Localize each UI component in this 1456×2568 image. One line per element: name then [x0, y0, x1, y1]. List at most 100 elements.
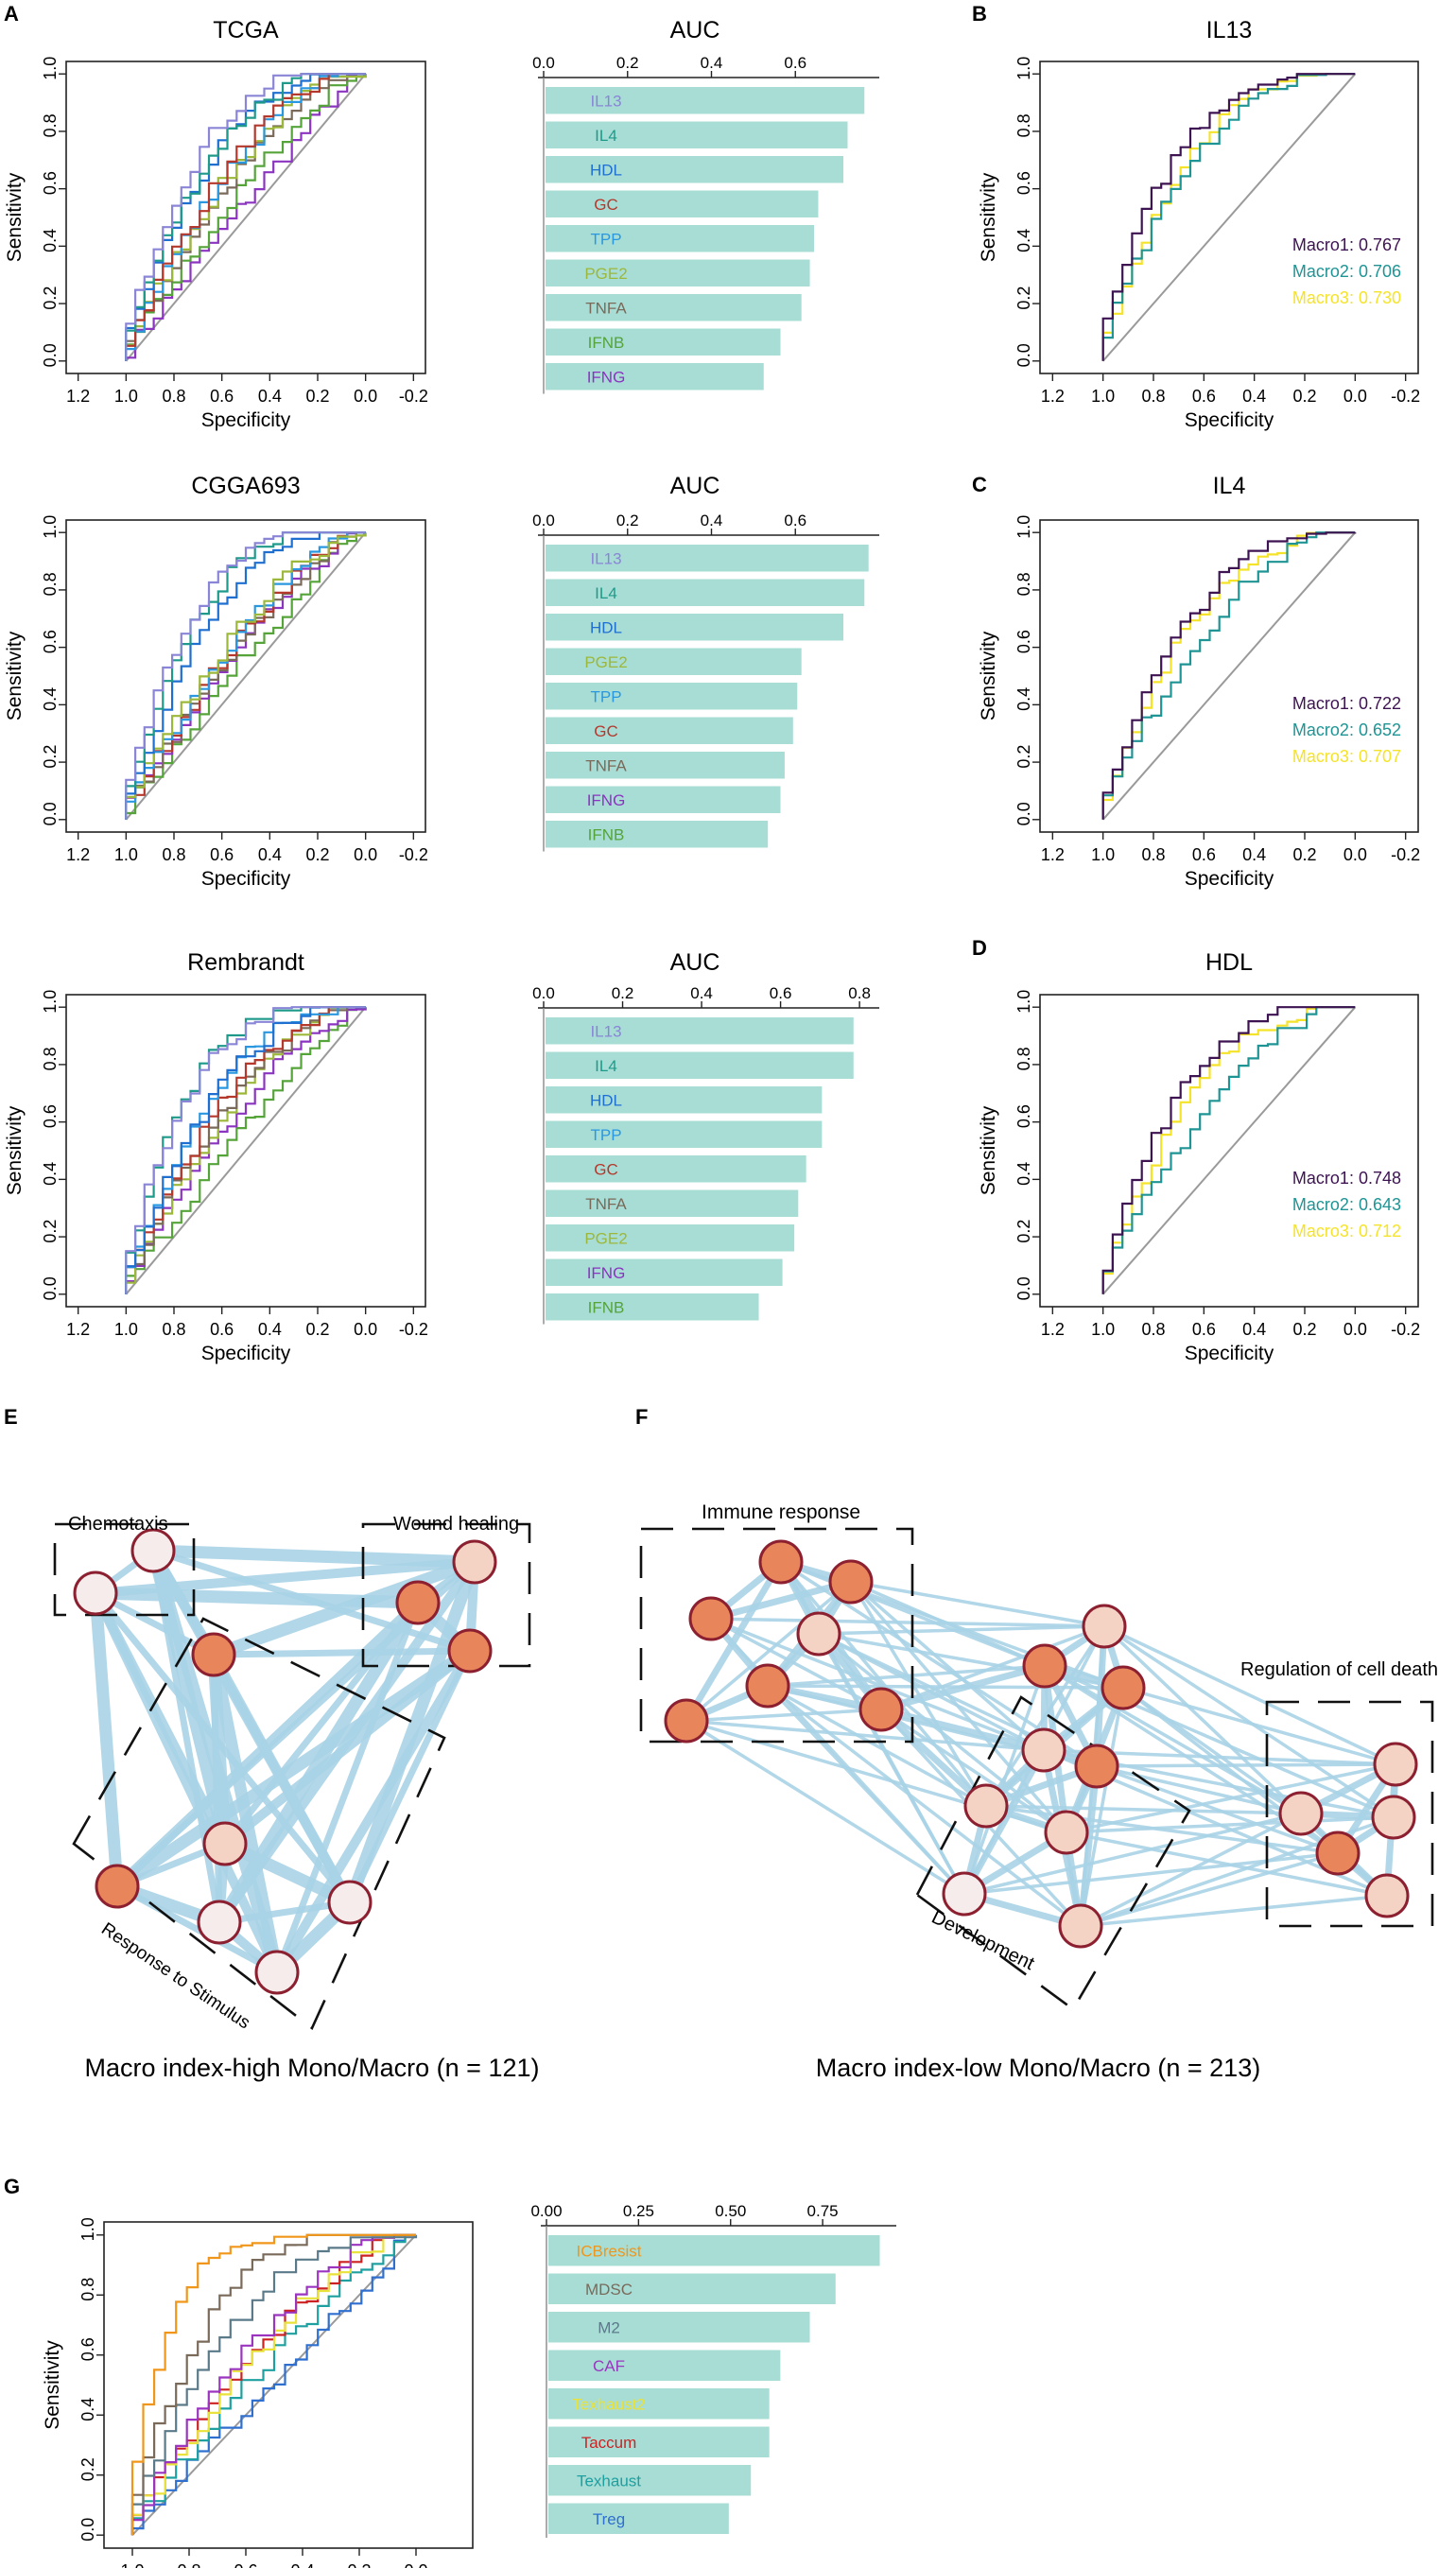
network-node: [963, 1783, 1009, 1829]
x-tick-label: 0.0: [354, 387, 377, 406]
roc-chart-hdl: 0.0 0.2 0.4 0.6 0.8 1.0 1.2 1.0 0.8 0.6 0.4 0.2 0.0 -…: [978, 949, 1420, 1364]
plot-frame: [103, 2221, 474, 2549]
cluster-label-immune-response: Immune response: [702, 1501, 860, 1523]
chart-title: CGGA693: [191, 473, 300, 499]
network-edge: [1102, 1624, 1397, 1766]
y-tick-label: 0.8: [1014, 113, 1033, 137]
auc-label-macro2: Macro2: 0.706: [1292, 262, 1401, 281]
network-f-nodes: [664, 1539, 1418, 1949]
x-axis-label: Specificity: [201, 868, 291, 890]
network-node: [1082, 1604, 1127, 1649]
network-f: Immune response Regulation of cell death…: [639, 1501, 1438, 2082]
bar-label-texhaust2: Texhaust2: [572, 2395, 646, 2413]
x-tick-label: 0.8: [1141, 845, 1165, 864]
network-edge: [984, 1804, 1303, 1815]
panel-letter-e: E: [4, 1405, 18, 1429]
bar-tnfa: [546, 1189, 799, 1217]
network-edge: [962, 1812, 1303, 1896]
bar-mdsc: [548, 2273, 836, 2304]
bar-icbresist: [548, 2235, 880, 2266]
bar-label-m2: M2: [598, 2318, 620, 2336]
roc-chart-il4: 0.0 0.2 0.4 0.6 0.8 1.0 1.2 1.0 0.8 0.6 0.4 0.2 0.0 -…: [978, 473, 1420, 890]
bar-ifnb: [546, 1293, 759, 1321]
network-edge: [709, 1617, 1106, 1628]
y-tick-label: 0.8: [41, 572, 60, 596]
x-tick-label: 0.8: [162, 387, 185, 406]
y-tick-label: 0.8: [41, 1047, 60, 1070]
x-tick-label: 0.0: [404, 2561, 427, 2568]
x-tick-label: 0.0: [354, 1320, 377, 1339]
network-node: [1074, 1744, 1119, 1789]
network-node: [1371, 1795, 1416, 1840]
bar-ifng: [546, 786, 781, 813]
bar-label-ifnb: IFNB: [588, 825, 625, 843]
bar-ifng: [546, 363, 764, 390]
network-edge: [877, 1706, 990, 1810]
network-node: [745, 1663, 790, 1709]
chart-title: TCGA: [213, 17, 279, 43]
bar-label-tpp: TPP: [590, 230, 621, 248]
y-axis-label: Sensitivity: [42, 2340, 63, 2430]
roc-line-tnfa: [125, 531, 366, 820]
x-tick-label: 1.2: [66, 387, 90, 406]
network-node: [688, 1596, 734, 1641]
roc-line-macro3: [1101, 1006, 1356, 1294]
y-tick-label: 0.8: [78, 2278, 97, 2301]
auc-label-macro3: Macro3: 0.730: [1292, 288, 1401, 307]
bar-ifnb: [546, 821, 769, 848]
bar-x-tick-label: 0.4: [701, 512, 723, 529]
y-tick-label: 0.6: [1014, 630, 1033, 653]
network-node: [1044, 1810, 1089, 1855]
auc-label-macro2: Macro2: 0.652: [1292, 720, 1401, 739]
x-tick-label: 1.0: [114, 845, 138, 864]
y-tick-label: 0.4: [41, 687, 60, 711]
network-node: [1373, 1742, 1418, 1787]
bar-x-tick-label: 0.6: [784, 54, 806, 72]
network-edge: [218, 1837, 356, 1909]
bar-label-il13: IL13: [590, 549, 621, 567]
bar-taccum: [548, 2426, 770, 2457]
network-edge: [1095, 1762, 1397, 1768]
roc-line-macro1: [1101, 1006, 1356, 1294]
y-tick-label: 0.6: [41, 630, 60, 653]
bar-x-tick-label: 0.6: [770, 984, 792, 1002]
network-edge: [683, 1558, 785, 1725]
x-tick-label: 1.2: [66, 1320, 90, 1339]
bar-x-tick-label: 0.2: [616, 512, 639, 529]
roc-line-hdl: [125, 531, 366, 820]
x-tick-label: 0.4: [258, 1320, 282, 1339]
bar-x-tick-label: 0.0: [532, 984, 555, 1002]
network-edge: [766, 1684, 966, 1896]
x-axis-label: Specificity: [1185, 868, 1274, 890]
reference-diagonal: [1101, 1006, 1357, 1295]
y-tick-label: 1.0: [1014, 515, 1033, 539]
bar-texhaust2: [548, 2388, 770, 2420]
bar-x-tick-label: 0.4: [690, 984, 713, 1002]
x-tick-label: 0.2: [305, 845, 329, 864]
auc-label-macro1: Macro1: 0.748: [1292, 1169, 1401, 1188]
x-axis-label: Specificity: [1185, 409, 1274, 431]
auc-label-macro1: Macro1: 0.722: [1292, 694, 1401, 713]
x-tick-label: 0.2: [305, 1320, 329, 1339]
network-edge: [210, 1647, 474, 1658]
y-tick-label: 0.6: [1014, 1104, 1033, 1128]
bar-label-ifnb: IFNB: [588, 1298, 625, 1316]
y-tick-label: 0.2: [41, 745, 60, 769]
bar-label-tnfa: TNFA: [585, 299, 627, 317]
network-edge: [149, 1547, 474, 1655]
cluster-box: [361, 1522, 531, 1668]
x-axis-label: Specificity: [201, 1343, 291, 1364]
bar-label-hdl: HDL: [590, 161, 622, 179]
bar-il13: [546, 1017, 854, 1045]
bar-ifng: [546, 1258, 783, 1286]
x-tick-label: 0.4: [290, 2561, 314, 2568]
x-tick-label: 1.0: [114, 387, 138, 406]
bar-label-gc: GC: [594, 196, 618, 214]
network-node: [130, 1528, 176, 1573]
x-axis-label: Specificity: [201, 409, 291, 431]
plot-frame: [1039, 519, 1419, 833]
plot-frame: [65, 61, 426, 374]
panel-letter-a: A: [4, 2, 19, 26]
x-tick-label: 0.8: [177, 2561, 200, 2568]
x-tick-label: 0.0: [354, 845, 377, 864]
